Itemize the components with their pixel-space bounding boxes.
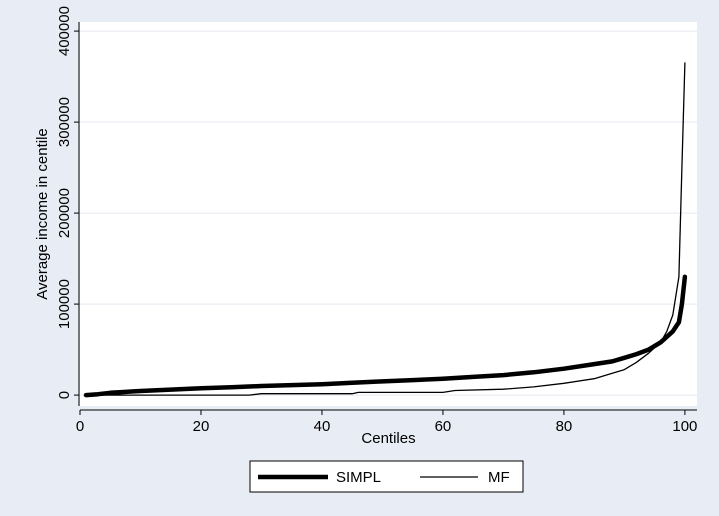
axes: 0 20 40 60 80 100 0 100000 200000 300000 400000 bbox=[56, 6, 697, 435]
series-line-mf bbox=[85, 62, 686, 396]
legend-label-mf: MF bbox=[488, 469, 510, 486]
y-tick-label: 100000 bbox=[56, 279, 73, 329]
y-tick-label: 200000 bbox=[56, 188, 73, 238]
x-tick-label: 20 bbox=[193, 418, 210, 435]
legend-label-simpl: SIMPL bbox=[336, 469, 381, 486]
legend: SIMPL MF bbox=[249, 460, 524, 493]
y-axis-title: Average income in centile bbox=[34, 128, 51, 300]
plot-area bbox=[80, 22, 697, 406]
x-tick-label: 0 bbox=[76, 418, 84, 435]
x-tick-label: 100 bbox=[672, 418, 697, 435]
series-layer bbox=[83, 62, 688, 398]
x-tick-label: 80 bbox=[556, 418, 573, 435]
y-tick-label: 0 bbox=[56, 391, 73, 399]
y-tick-label: 300000 bbox=[56, 97, 73, 147]
x-tick-label: 60 bbox=[435, 418, 452, 435]
y-tick-label: 400000 bbox=[56, 6, 73, 56]
x-tick-label: 40 bbox=[314, 418, 331, 435]
x-axis-title: Centiles bbox=[361, 430, 415, 447]
